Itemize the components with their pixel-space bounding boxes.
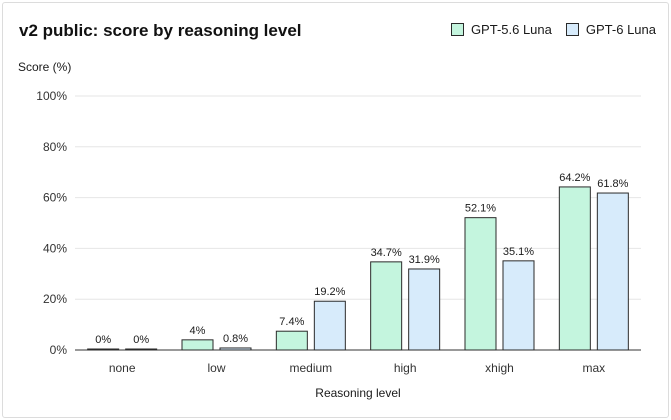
y-tick-label: 100%: [36, 89, 67, 103]
bar-series-2-max: [596, 192, 629, 351]
data-label: 31.9%: [409, 254, 440, 266]
bar-series-1-none: [87, 348, 120, 351]
x-tick-label: high: [394, 361, 417, 375]
bar-series-1-low: [181, 339, 214, 351]
legend-swatch-series-1: [450, 23, 464, 36]
legend-item-series-1: GPT-5.6 Luna: [450, 22, 552, 37]
y-tick-label: 20%: [43, 292, 67, 306]
bar-series-2-medium: [313, 300, 346, 351]
data-label: 4%: [190, 325, 206, 337]
data-label: 7.4%: [279, 316, 304, 328]
data-label: 0%: [133, 334, 149, 346]
legend-label-series-2: GPT-6 Luna: [585, 22, 656, 37]
bar-series-2-xhigh: [502, 260, 535, 351]
x-tick-label: none: [109, 361, 136, 375]
bar-series-2-high: [408, 268, 441, 351]
data-label: 0%: [95, 334, 111, 346]
x-tick-label: medium: [289, 361, 332, 375]
legend-swatch-series-2: [565, 23, 579, 36]
x-axis-label: Reasoning level: [315, 386, 400, 400]
bar-series-1-xhigh: [464, 217, 497, 351]
data-label: 61.8%: [597, 178, 628, 190]
x-tick-label: xhigh: [485, 361, 514, 375]
bar-series-1-medium: [275, 330, 308, 351]
data-label: 34.7%: [371, 247, 402, 259]
data-label: 64.2%: [559, 172, 590, 184]
chart-title: v2 public: score by reasoning level: [19, 21, 302, 40]
data-label: 35.1%: [503, 246, 534, 258]
bar-series-2-none: [125, 348, 158, 351]
y-tick-label: 40%: [43, 241, 67, 255]
data-label: 52.1%: [465, 203, 496, 215]
data-label: 19.2%: [314, 286, 345, 298]
x-tick-label: low: [207, 361, 225, 375]
y-tick-label: 60%: [43, 191, 67, 205]
y-tick-label: 80%: [43, 140, 67, 154]
legend: GPT-5.6 Luna GPT-6 Luna: [450, 22, 656, 37]
y-axis-label: Score (%): [18, 60, 71, 74]
y-tick-label: 0%: [50, 343, 68, 357]
legend-item-series-2: GPT-6 Luna: [565, 22, 656, 37]
bar-series-1-max: [558, 186, 591, 351]
x-tick-label: max: [582, 361, 605, 375]
bar-series-1-high: [370, 261, 403, 351]
legend-label-series-1: GPT-5.6 Luna: [470, 22, 552, 37]
data-label: 0.8%: [223, 333, 248, 345]
bar-series-2-low: [219, 347, 252, 351]
